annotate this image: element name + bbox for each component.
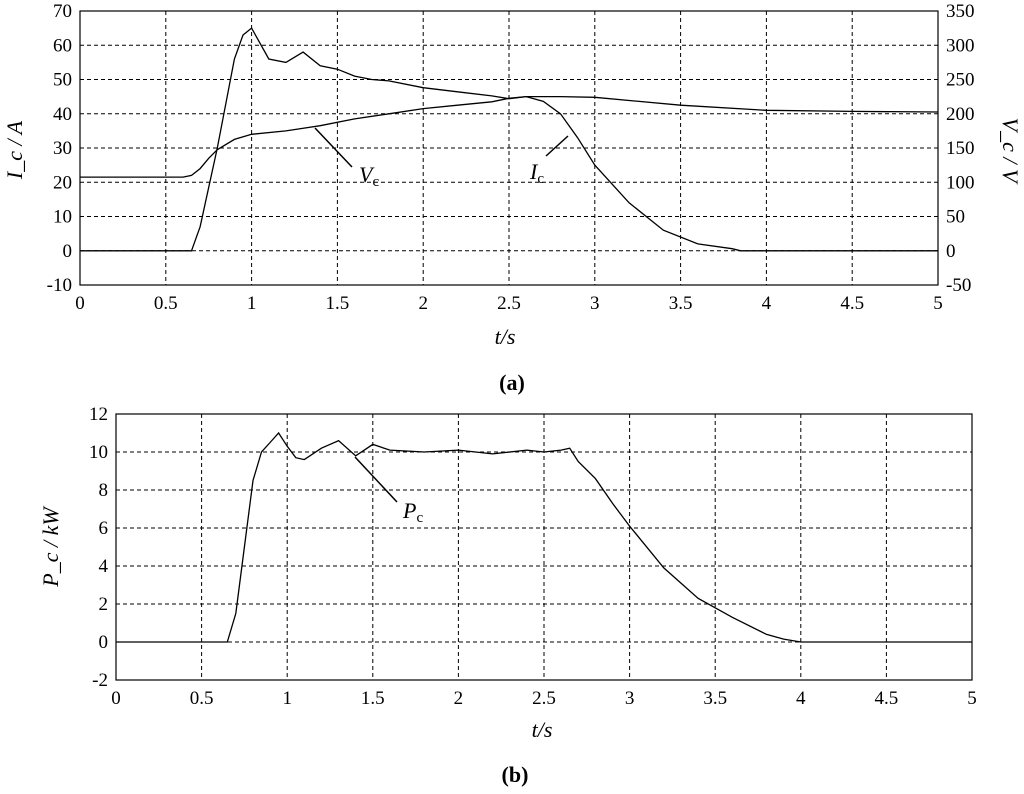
x-tick-label: 3 xyxy=(590,293,600,314)
series-line-0 xyxy=(80,27,938,252)
y-tick-labels: -2 0 2 4 6 8 10 12 xyxy=(89,404,109,691)
series-line-1 xyxy=(80,95,939,178)
y-tick-label: 8 xyxy=(99,480,109,501)
y-tick-label: 10 xyxy=(89,442,108,463)
y-label-left-text: I_c / A xyxy=(2,120,27,180)
y-tick-label: 30 xyxy=(53,138,72,159)
x-tick-label: 2 xyxy=(418,293,428,314)
vc-annotation-sub: c xyxy=(372,174,379,190)
plot-frame xyxy=(79,10,939,286)
y-tick-label: 70 xyxy=(53,1,72,22)
y-tick-label-right: 200 xyxy=(946,104,975,125)
x-tick-label: 3.5 xyxy=(703,688,727,709)
x-tick-labels: 0 0.5 1 1.5 2 2.5 3 3.5 4 4.5 5 xyxy=(111,688,977,709)
y-tick-labels-left: -10 0 10 20 30 40 50 60 70 xyxy=(47,1,72,296)
ic-annotation: Ic xyxy=(529,159,544,187)
y-tick-label-right: 150 xyxy=(946,138,975,159)
x-tick-label: 4 xyxy=(762,293,772,314)
x-axis-label: t/s xyxy=(495,324,516,349)
x-tick-labels: 0 0.5 1 1.5 2 2.5 3 3.5 4 4.5 5 xyxy=(75,293,943,314)
x-tick-label: 4 xyxy=(796,688,806,709)
y-tick-label-right: -50 xyxy=(946,275,971,296)
y-tick-label: 12 xyxy=(89,404,108,425)
y-tick-label: 20 xyxy=(53,172,72,193)
y-tick-label: -10 xyxy=(47,275,72,296)
grid-lines xyxy=(116,414,972,680)
y-label-text: P_c / kW xyxy=(38,506,63,588)
x-tick-label: 5 xyxy=(933,293,943,314)
vc-annotation-main: V xyxy=(359,162,375,187)
y-tick-label-right: 300 xyxy=(946,35,975,56)
x-tick-label: 1.5 xyxy=(361,688,385,709)
x-tick-label: 2 xyxy=(454,688,464,709)
ic-leader-line xyxy=(545,135,569,157)
x-tick-label: 1.5 xyxy=(326,293,350,314)
series-lines xyxy=(80,27,939,252)
x-tick-label: 3.5 xyxy=(669,293,693,314)
y-tick-label-right: 100 xyxy=(946,172,975,193)
caption-a: (a) xyxy=(499,370,525,395)
y-tick-label: 40 xyxy=(53,104,72,125)
y-tick-labels-right: -50 0 50 100 150 200 250 300 350 xyxy=(946,1,975,296)
y-tick-label: 60 xyxy=(53,35,72,56)
y-tick-label: 4 xyxy=(99,556,109,577)
y-tick-label: 2 xyxy=(99,594,109,615)
y-tick-label-right: 350 xyxy=(946,1,975,22)
y-tick-label: 0 xyxy=(99,632,109,653)
vc-leader-line xyxy=(314,127,353,168)
y-tick-label-right: 250 xyxy=(946,70,975,91)
x-tick-label: 0 xyxy=(75,293,85,314)
y-tick-label-right: 0 xyxy=(946,241,956,262)
x-tick-label: 4.5 xyxy=(840,293,864,314)
pc-annotation-sub: c xyxy=(416,510,423,526)
x-tick-label: 0 xyxy=(111,688,121,709)
x-label-text: t/s xyxy=(532,717,553,742)
x-tick-label: 2.5 xyxy=(497,293,521,314)
y-tick-label-right: 50 xyxy=(946,207,965,228)
y-tick-label: 0 xyxy=(63,241,73,262)
x-tick-label: 2.5 xyxy=(532,688,556,709)
y-tick-label: 50 xyxy=(53,70,72,91)
ic-annotation-main: I xyxy=(529,159,539,184)
y-tick-label: 6 xyxy=(99,518,109,539)
pc-annotation-main: P xyxy=(402,498,416,523)
y-axis-label-left: I_c / A xyxy=(2,120,27,180)
x-label-text: t/s xyxy=(495,324,516,349)
x-tick-label: 1 xyxy=(282,688,292,709)
y-tick-label: -2 xyxy=(92,670,108,691)
pc-leader-line xyxy=(354,456,398,503)
y-axis-label: P_c / kW xyxy=(38,506,63,588)
x-tick-label: 5 xyxy=(967,688,977,709)
chart-panel-a: 0 0.5 1 1.5 2 2.5 3 3.5 4 4.5 5 -10010203040506070… xyxy=(2,1,1023,395)
x-tick-label: 1 xyxy=(247,293,257,314)
plot-frame xyxy=(115,413,973,681)
x-tick-label: 4.5 xyxy=(875,688,899,709)
y-tick-label: 10 xyxy=(53,207,72,228)
y-axis-label-right: V_c / V xyxy=(998,118,1023,185)
series-lines xyxy=(116,431,972,643)
series-line-0 xyxy=(116,431,972,643)
y-label-right-text: V_c / V xyxy=(998,118,1023,185)
vc-annotation: Vc xyxy=(359,162,379,190)
x-tick-label: 3 xyxy=(625,688,635,709)
x-axis-label: t/s xyxy=(532,717,553,742)
grid-lines xyxy=(80,11,938,285)
x-tick-label: 0.5 xyxy=(190,688,214,709)
x-tick-label: 0.5 xyxy=(154,293,178,314)
ic-annotation-sub: c xyxy=(537,171,544,187)
caption-b: (b) xyxy=(502,762,529,787)
pc-annotation: Pc xyxy=(402,498,423,526)
